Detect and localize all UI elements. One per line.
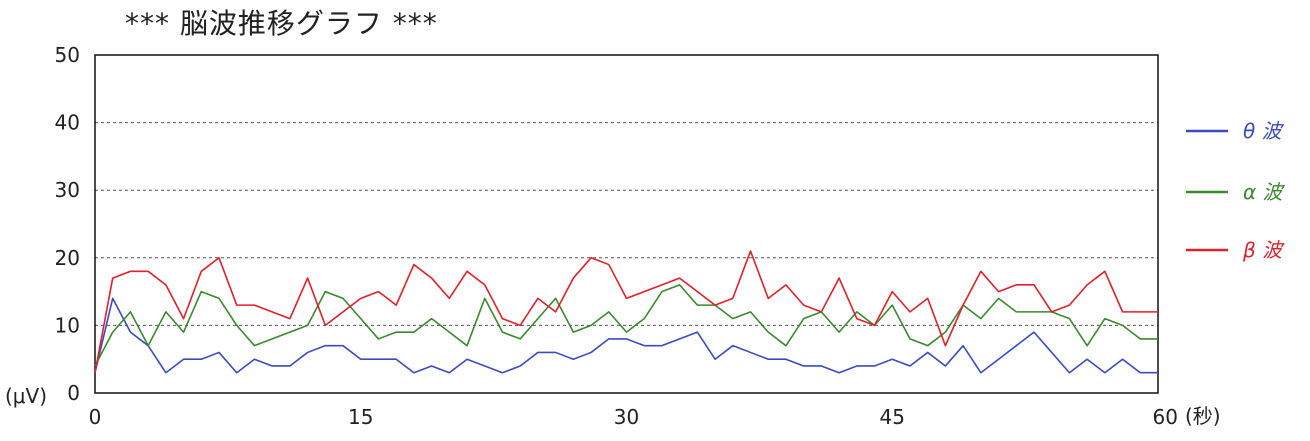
y-tick-label: 10: [55, 313, 80, 337]
x-tick-label: 60: [1153, 405, 1178, 429]
x-axis-ticks: 0 15 30 45 60: [89, 405, 1178, 429]
grid-lines: [95, 122, 1158, 326]
y-tick-label: 40: [55, 111, 80, 135]
legend-label: α 波: [1243, 180, 1286, 204]
y-tick-label: 0: [67, 381, 80, 405]
legend-label: β 波: [1242, 238, 1285, 262]
y-tick-label: 30: [55, 178, 80, 202]
x-tick-label: 0: [89, 405, 102, 429]
chart-title: *** 脳波推移グラフ ***: [125, 7, 438, 40]
series-line-2: [94, 284, 1158, 367]
x-tick-label: 15: [348, 405, 373, 429]
plot-area-border: [94, 54, 1159, 394]
series-line-1: [94, 297, 1158, 374]
y-axis-unit: (μV): [5, 384, 47, 408]
x-axis-unit: (秒): [1185, 404, 1221, 428]
legend-label: θ 波: [1243, 119, 1285, 143]
x-tick-label: 45: [880, 405, 905, 429]
y-axis-ticks: 0 10 20 30 40 50: [55, 43, 80, 405]
series-line-3: [94, 250, 1158, 373]
series-lines: [94, 250, 1158, 374]
legend: θ 波 α 波 β 波: [1186, 119, 1286, 262]
y-tick-label: 20: [55, 246, 80, 270]
y-tick-label: 50: [55, 43, 80, 67]
x-tick-label: 30: [614, 405, 639, 429]
